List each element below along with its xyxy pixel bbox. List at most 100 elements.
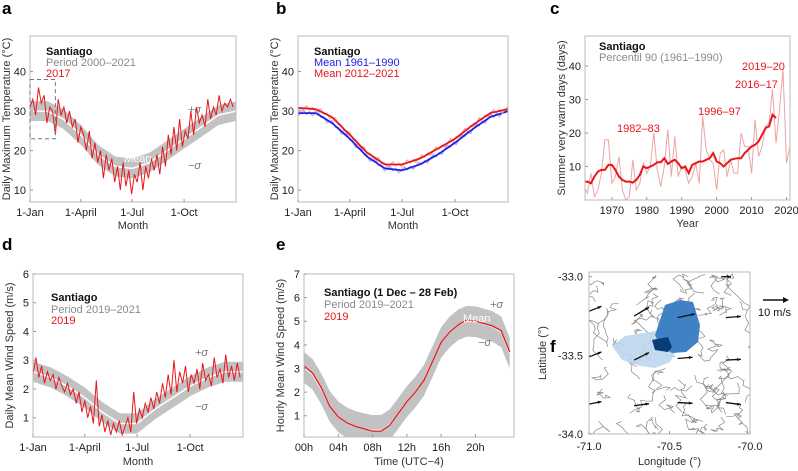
x-tick-label: 1-Jul	[120, 207, 144, 219]
panel-letter: a	[2, 0, 12, 18]
terrain-contour	[709, 274, 725, 295]
legend-entry: 2019	[324, 311, 348, 323]
plot-area	[298, 104, 508, 174]
terrain-contour	[715, 382, 740, 413]
legend-entry: Santiago	[599, 41, 646, 53]
legend-entry: Period 2019–2021	[51, 304, 141, 316]
terrain-contour	[720, 355, 733, 396]
legend-entry: Period 2019–2021	[324, 299, 414, 311]
plot-area	[30, 87, 236, 195]
terrain-contour	[681, 403, 704, 424]
legend-entry: Period 2000–2021	[46, 57, 136, 69]
series-mean-1	[298, 107, 508, 166]
terrain-contour	[739, 301, 750, 334]
plus-sigma-label: +σ	[490, 299, 503, 311]
scale-label: 10 m/s	[758, 307, 792, 319]
x-tick-label: 1-Oct	[171, 207, 198, 219]
terrain-contour	[705, 385, 727, 400]
event-label: 2019–20	[742, 61, 785, 73]
series-2017-line	[30, 87, 234, 195]
legend-entry: Santiago (1 Dec – 28 Feb)	[324, 287, 458, 299]
plus-sigma-label: +σ	[195, 347, 208, 359]
terrain-contour	[688, 428, 700, 434]
x-axis-title: Month	[388, 220, 419, 232]
terrain-contour	[694, 374, 714, 393]
x-tick-label: 1-April	[334, 207, 366, 219]
terrain-contour	[719, 297, 732, 316]
wind-arrow-head	[597, 351, 602, 355]
y-tick-label: -34.0	[558, 429, 583, 441]
wind-arrow-head	[645, 307, 650, 311]
y-tick-label: 7	[294, 269, 300, 281]
x-tick-label: 16h	[432, 442, 450, 454]
mean-label: Mean	[463, 313, 491, 325]
mean-line	[30, 110, 236, 170]
wind-arrow-head	[597, 400, 602, 404]
terrain-contour	[590, 366, 609, 381]
terrain-contour	[655, 417, 664, 434]
y-tick-label: -33.0	[558, 272, 583, 284]
x-tick-label: 1-April	[69, 442, 101, 454]
panel-letter: f	[550, 337, 556, 356]
y-axis-title: Summer very warm days (days)	[556, 40, 568, 195]
x-tick-label: 12h	[398, 442, 416, 454]
terrain-contour	[658, 395, 675, 414]
y-tick-label: 1	[23, 413, 29, 425]
x-tick-label: 1-Jan	[16, 207, 44, 219]
y-tick-label: 4	[23, 326, 29, 338]
plus-sigma-label: +σ	[188, 104, 201, 116]
y-tick-label: 5	[23, 298, 29, 310]
y-tick-label: 2	[23, 384, 29, 396]
wind-arrow-head	[597, 306, 602, 310]
panel-letter: c	[550, 0, 559, 18]
terrain-contour	[698, 303, 715, 316]
urban-area-dark	[652, 337, 672, 352]
annual-line	[585, 69, 790, 200]
panel-letter: e	[276, 235, 285, 254]
y-tick-label: 3	[23, 355, 29, 367]
x-tick-label: -70.0	[737, 441, 762, 453]
terrain-contour	[633, 309, 655, 322]
panel-a: a 1-Jan 1-April 1-Jul 1-Oct 10 20 30 40 Month Dail…	[1, 0, 237, 232]
x-tick-label: 00h	[295, 442, 313, 454]
terrain-contour	[672, 273, 689, 292]
series-2019-line	[33, 354, 241, 437]
plot-frame	[584, 35, 791, 201]
plot-area	[304, 305, 511, 437]
smoothed-line	[585, 112, 777, 185]
legend-entry: 2017	[46, 68, 70, 80]
y-axis-title: Daily Mean Wind Speed (m/s)	[4, 282, 16, 428]
wind-arrow-head	[736, 402, 741, 406]
terrain-contour	[749, 287, 750, 297]
wind-arrow-head	[727, 275, 732, 279]
y-axis-title: Daily Maximum Temperature (°C)	[269, 38, 281, 201]
wind-arrow-head	[645, 402, 650, 406]
x-tick-label: 1-Jan	[284, 207, 312, 219]
y-tick-label: 40	[282, 67, 294, 79]
x-tick-label: 1-Oct	[177, 442, 204, 454]
x-tick-label: 04h	[329, 442, 347, 454]
event-label: 1996–97	[698, 106, 741, 118]
terrain-contour	[670, 379, 686, 391]
y-axis-title: Hourly Mean Wind Speed (m/s)	[275, 279, 287, 432]
terrain-contour	[627, 393, 641, 414]
legend-entry: 2019	[51, 315, 75, 327]
x-tick-label: 1-Jan	[19, 442, 47, 454]
y-tick-label: 40	[569, 61, 581, 73]
terrain-contour	[589, 285, 599, 302]
legend-entry: Santiago	[314, 46, 361, 58]
y-tick-label: 10	[569, 162, 581, 174]
wind-arrow-head	[688, 401, 693, 405]
panel-e: e 00h 04h 08h 12h 16h 20h 1 2 3 4 5 6 7 Time (UTC−4) Ho…	[275, 235, 515, 468]
terrain-contour	[726, 413, 749, 434]
terrain-contour	[603, 302, 619, 343]
x-tick-label: 1990	[669, 205, 693, 217]
scale-arrow-head	[783, 297, 789, 303]
y-tick-label: 40	[14, 67, 26, 79]
terrain-contour	[649, 418, 659, 431]
x-axis-title: Year	[676, 218, 699, 230]
wind-arrow-head	[688, 356, 693, 360]
series-mean-0	[298, 110, 508, 172]
terrain-contour	[592, 307, 609, 361]
